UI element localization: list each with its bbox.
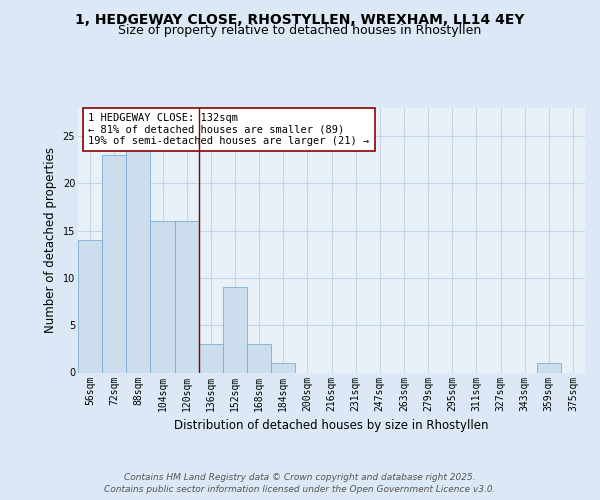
Text: Contains public sector information licensed under the Open Government Licence v3: Contains public sector information licen… [104, 485, 496, 494]
Text: 1 HEDGEWAY CLOSE: 132sqm
← 81% of detached houses are smaller (89)
19% of semi-d: 1 HEDGEWAY CLOSE: 132sqm ← 81% of detach… [88, 113, 370, 146]
Text: Contains HM Land Registry data © Crown copyright and database right 2025.: Contains HM Land Registry data © Crown c… [124, 472, 476, 482]
Bar [199, 344, 223, 372]
Bar [102, 155, 126, 372]
Bar [126, 136, 151, 372]
Bar [78, 240, 102, 372]
Bar [175, 221, 199, 372]
Bar [247, 344, 271, 372]
X-axis label: Distribution of detached houses by size in Rhostyllen: Distribution of detached houses by size … [174, 419, 489, 432]
Bar [223, 288, 247, 372]
Bar [537, 363, 561, 372]
Text: Size of property relative to detached houses in Rhostyllen: Size of property relative to detached ho… [118, 24, 482, 37]
Bar [271, 363, 295, 372]
Bar [151, 221, 175, 372]
Text: 1, HEDGEWAY CLOSE, RHOSTYLLEN, WREXHAM, LL14 4EY: 1, HEDGEWAY CLOSE, RHOSTYLLEN, WREXHAM, … [75, 12, 525, 26]
Y-axis label: Number of detached properties: Number of detached properties [44, 147, 57, 333]
